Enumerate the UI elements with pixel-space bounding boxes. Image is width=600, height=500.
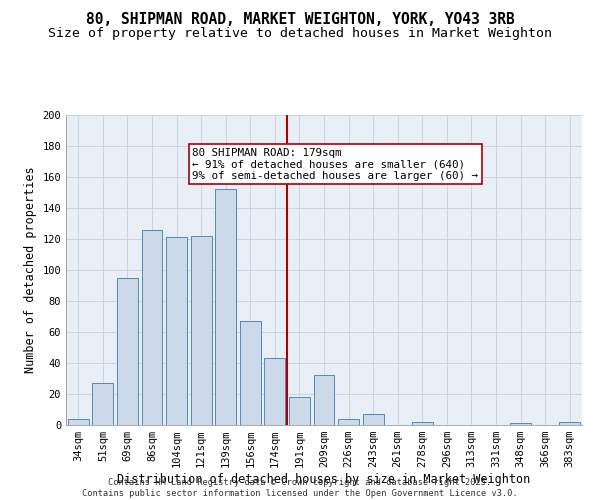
Bar [142, 230, 163, 425]
Bar [412, 422, 433, 425]
Text: Size of property relative to detached houses in Market Weighton: Size of property relative to detached ho… [48, 28, 552, 40]
Bar [559, 422, 580, 425]
Bar [117, 278, 138, 425]
Bar [215, 190, 236, 425]
Bar [240, 321, 261, 425]
Text: Contains HM Land Registry data © Crown copyright and database right 2025.
Contai: Contains HM Land Registry data © Crown c… [82, 478, 518, 498]
Bar [314, 376, 334, 425]
Bar [338, 419, 359, 425]
Y-axis label: Number of detached properties: Number of detached properties [24, 166, 37, 374]
Bar [289, 397, 310, 425]
Bar [191, 236, 212, 425]
X-axis label: Distribution of detached houses by size in Market Weighton: Distribution of detached houses by size … [118, 473, 530, 486]
Bar [265, 358, 286, 425]
Text: 80 SHIPMAN ROAD: 179sqm
← 91% of detached houses are smaller (640)
9% of semi-de: 80 SHIPMAN ROAD: 179sqm ← 91% of detache… [193, 148, 478, 180]
Bar [68, 419, 89, 425]
Bar [92, 383, 113, 425]
Text: 80, SHIPMAN ROAD, MARKET WEIGHTON, YORK, YO43 3RB: 80, SHIPMAN ROAD, MARKET WEIGHTON, YORK,… [86, 12, 514, 28]
Bar [510, 424, 531, 425]
Bar [362, 414, 383, 425]
Bar [166, 238, 187, 425]
